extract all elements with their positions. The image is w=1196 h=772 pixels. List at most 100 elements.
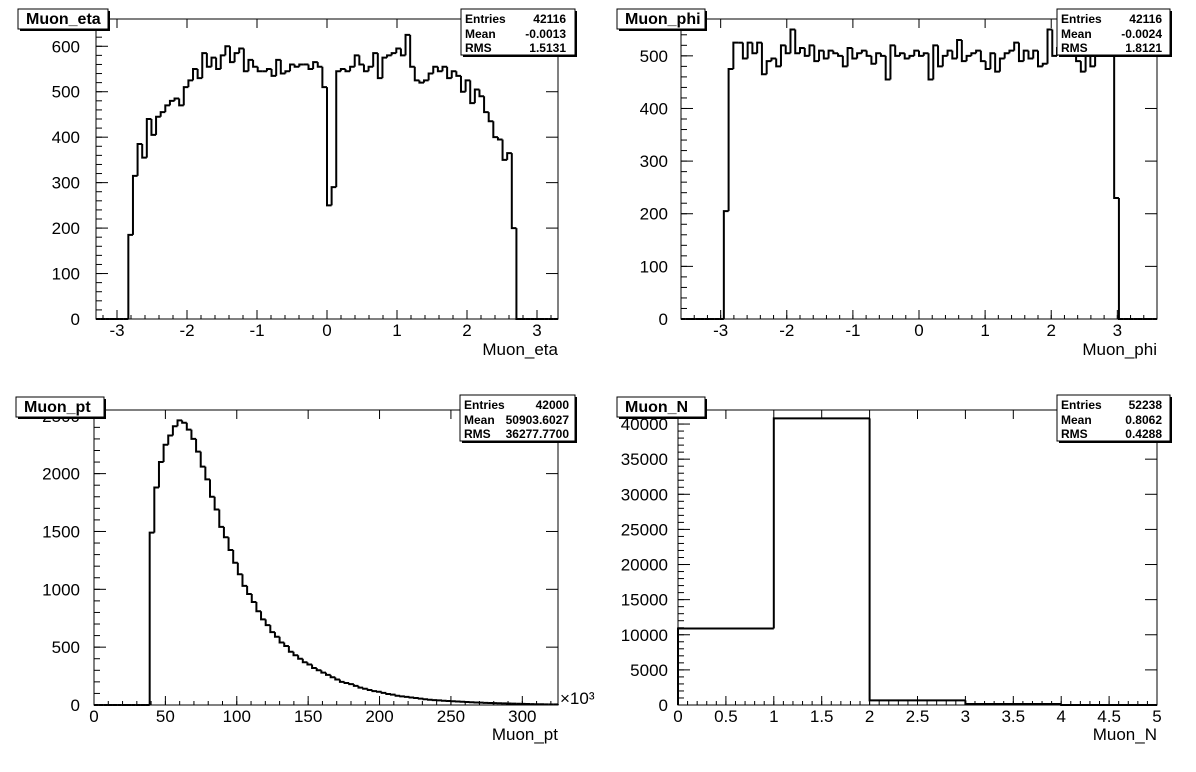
histogram-bin [395, 47, 401, 54]
histogram-bin [423, 79, 429, 83]
histogram-bin [164, 104, 170, 113]
histogram-bin [496, 137, 503, 141]
histogram-bin [487, 112, 494, 123]
x-tick-label: 1 [769, 707, 778, 726]
histogram-bin [210, 56, 217, 67]
histogram-bin [298, 63, 304, 67]
y-tick-label: 500 [52, 638, 80, 657]
x-axis-title: Muon_eta [482, 340, 558, 359]
stats-title-entries: Entries [465, 12, 506, 26]
stats-value-rms: 0.4288 [1125, 427, 1162, 441]
x-tick-label: 1 [392, 321, 401, 340]
histogram-bin [273, 632, 280, 638]
histogram-bin [903, 53, 910, 60]
histogram-bin [432, 65, 438, 74]
histogram-bin [464, 79, 471, 92]
histogram-bin [204, 466, 210, 481]
histogram-bin [818, 49, 824, 62]
x-tick-label: 2 [865, 707, 874, 726]
stats-title-mean: Mean [465, 27, 496, 41]
histogram-bin [832, 50, 839, 55]
histogram-bin [389, 693, 396, 696]
x-tick-label: 300 [508, 707, 536, 726]
histogram-bin [131, 174, 138, 235]
histogram-bin [1013, 41, 1019, 51]
histogram-bin [219, 54, 226, 69]
x-tick-label: 3.5 [1001, 707, 1025, 726]
histogram-bin [789, 28, 796, 54]
histogram-bin [380, 691, 387, 694]
histogram-bin [205, 53, 212, 68]
y-tick-label: 1500 [42, 522, 80, 541]
histogram-bin [157, 461, 164, 488]
plot-frame [677, 409, 1158, 706]
histogram-bin [390, 52, 397, 56]
y-tick-label: 25000 [621, 520, 668, 539]
histogram-bin [994, 53, 1000, 73]
histogram-bin [455, 71, 461, 77]
y-tick-label: 20000 [621, 556, 668, 575]
histogram-bin [348, 683, 354, 686]
histogram-bin [918, 50, 924, 57]
x-axis-title: Muon_pt [492, 725, 558, 744]
histogram-bin [278, 636, 285, 644]
stats-title-mean: Mean [464, 413, 495, 427]
histogram-bin [326, 87, 332, 207]
histogram-bin [469, 80, 475, 105]
histogram-bin [307, 64, 314, 70]
histogram-bin [946, 49, 953, 56]
stats-value-rms: 1.5131 [529, 41, 566, 55]
histogram-bin [241, 574, 248, 587]
histogram-bin [228, 46, 235, 64]
histogram-bin [366, 688, 373, 691]
histogram-bin [293, 64, 300, 68]
histogram-bin [884, 55, 891, 81]
histogram-bin [265, 68, 272, 72]
histogram-bin [760, 42, 767, 76]
x-tick-label: 150 [294, 707, 322, 726]
histogram-bin [192, 68, 198, 81]
stats-box [459, 394, 576, 442]
histogram-bin [233, 52, 240, 63]
title-box [616, 396, 706, 418]
histogram-bin [338, 679, 345, 683]
histogram-bin [932, 44, 939, 80]
histogram-bin [894, 45, 900, 57]
histogram-bin [775, 58, 781, 68]
histogram-title: Muon_phi [625, 11, 701, 28]
histogram-bin [315, 667, 322, 672]
histogram-bin [868, 418, 966, 702]
histogram-panel-2: -3 -2 -1 0 1 2 3 0 100 200 300 400 500 Muon_phi Muon_p… [616, 8, 1172, 359]
histogram-bin [1017, 42, 1024, 63]
x-tick-label: 4.5 [1097, 707, 1121, 726]
histogram-bin [242, 48, 249, 73]
histogram-bin [311, 664, 317, 669]
stats-value-mean: -0.0013 [525, 27, 566, 41]
stats-title-entries: Entries [1061, 398, 1102, 412]
histogram-bin [224, 45, 230, 56]
histogram-bin [459, 75, 466, 93]
y-tick-label: 100 [52, 265, 80, 284]
histogram-bin [851, 47, 858, 60]
x-tick-label: -1 [845, 321, 860, 340]
histogram-bin [199, 451, 206, 468]
histogram-bin [167, 434, 173, 445]
histogram-bin [413, 697, 419, 700]
histogram-bin [409, 34, 415, 68]
histogram-bin [1113, 50, 1119, 199]
histogram-bin [837, 53, 843, 57]
histogram-bin [970, 52, 977, 56]
histogram-bin [289, 63, 295, 72]
histogram-bin [376, 53, 383, 80]
histogram-bin [371, 689, 378, 693]
histogram-bin [677, 627, 774, 705]
histogram-bin [473, 88, 480, 104]
stats-value-mean: 0.8062 [1125, 413, 1162, 427]
histogram-bin [279, 59, 286, 75]
histogram-bin [772, 417, 870, 629]
histogram-bin [927, 53, 934, 81]
histogram-bin [250, 593, 257, 604]
stats-value-entries: 42116 [533, 12, 566, 26]
title-box [616, 8, 706, 30]
